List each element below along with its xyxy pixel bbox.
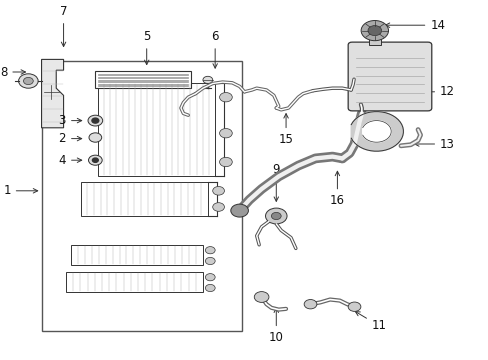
Text: 8: 8 (0, 66, 25, 78)
Text: 4: 4 (59, 154, 81, 167)
Polygon shape (362, 121, 390, 142)
Text: 15: 15 (278, 114, 293, 146)
Text: 2: 2 (59, 132, 81, 145)
Circle shape (203, 76, 212, 84)
Text: 7: 7 (60, 5, 67, 46)
Text: 14: 14 (385, 19, 445, 32)
FancyBboxPatch shape (347, 42, 431, 111)
Circle shape (212, 186, 224, 195)
Text: 11: 11 (355, 312, 386, 332)
Bar (95, 71, 190, 88)
Circle shape (92, 158, 98, 162)
Bar (71, 245, 203, 265)
Circle shape (230, 204, 248, 217)
Circle shape (212, 203, 224, 211)
Circle shape (23, 77, 33, 85)
Text: 10: 10 (268, 308, 283, 344)
Circle shape (205, 284, 215, 292)
Text: 9: 9 (272, 163, 280, 201)
Circle shape (271, 212, 281, 220)
Circle shape (367, 26, 381, 36)
Text: 16: 16 (329, 171, 344, 207)
Circle shape (347, 302, 360, 311)
Bar (98, 83, 215, 176)
Circle shape (88, 155, 102, 165)
Circle shape (205, 247, 215, 254)
Circle shape (92, 118, 99, 123)
Circle shape (219, 129, 232, 138)
Polygon shape (350, 112, 403, 151)
Circle shape (360, 21, 387, 41)
Bar (81, 182, 207, 216)
Circle shape (219, 157, 232, 167)
Circle shape (254, 292, 268, 302)
Circle shape (265, 208, 286, 224)
Circle shape (304, 300, 316, 309)
Circle shape (89, 133, 102, 142)
Circle shape (219, 93, 232, 102)
Bar (66, 272, 203, 292)
Circle shape (19, 74, 38, 88)
Bar (41, 61, 242, 331)
Text: 13: 13 (414, 138, 454, 150)
Text: 1: 1 (3, 184, 38, 197)
Circle shape (205, 274, 215, 281)
Circle shape (205, 257, 215, 265)
Circle shape (88, 115, 102, 126)
Polygon shape (41, 59, 63, 128)
Bar (368, 39, 380, 45)
Text: 3: 3 (59, 114, 81, 127)
Text: 6: 6 (211, 30, 219, 68)
Text: 12: 12 (414, 85, 454, 98)
Text: 5: 5 (142, 30, 150, 64)
